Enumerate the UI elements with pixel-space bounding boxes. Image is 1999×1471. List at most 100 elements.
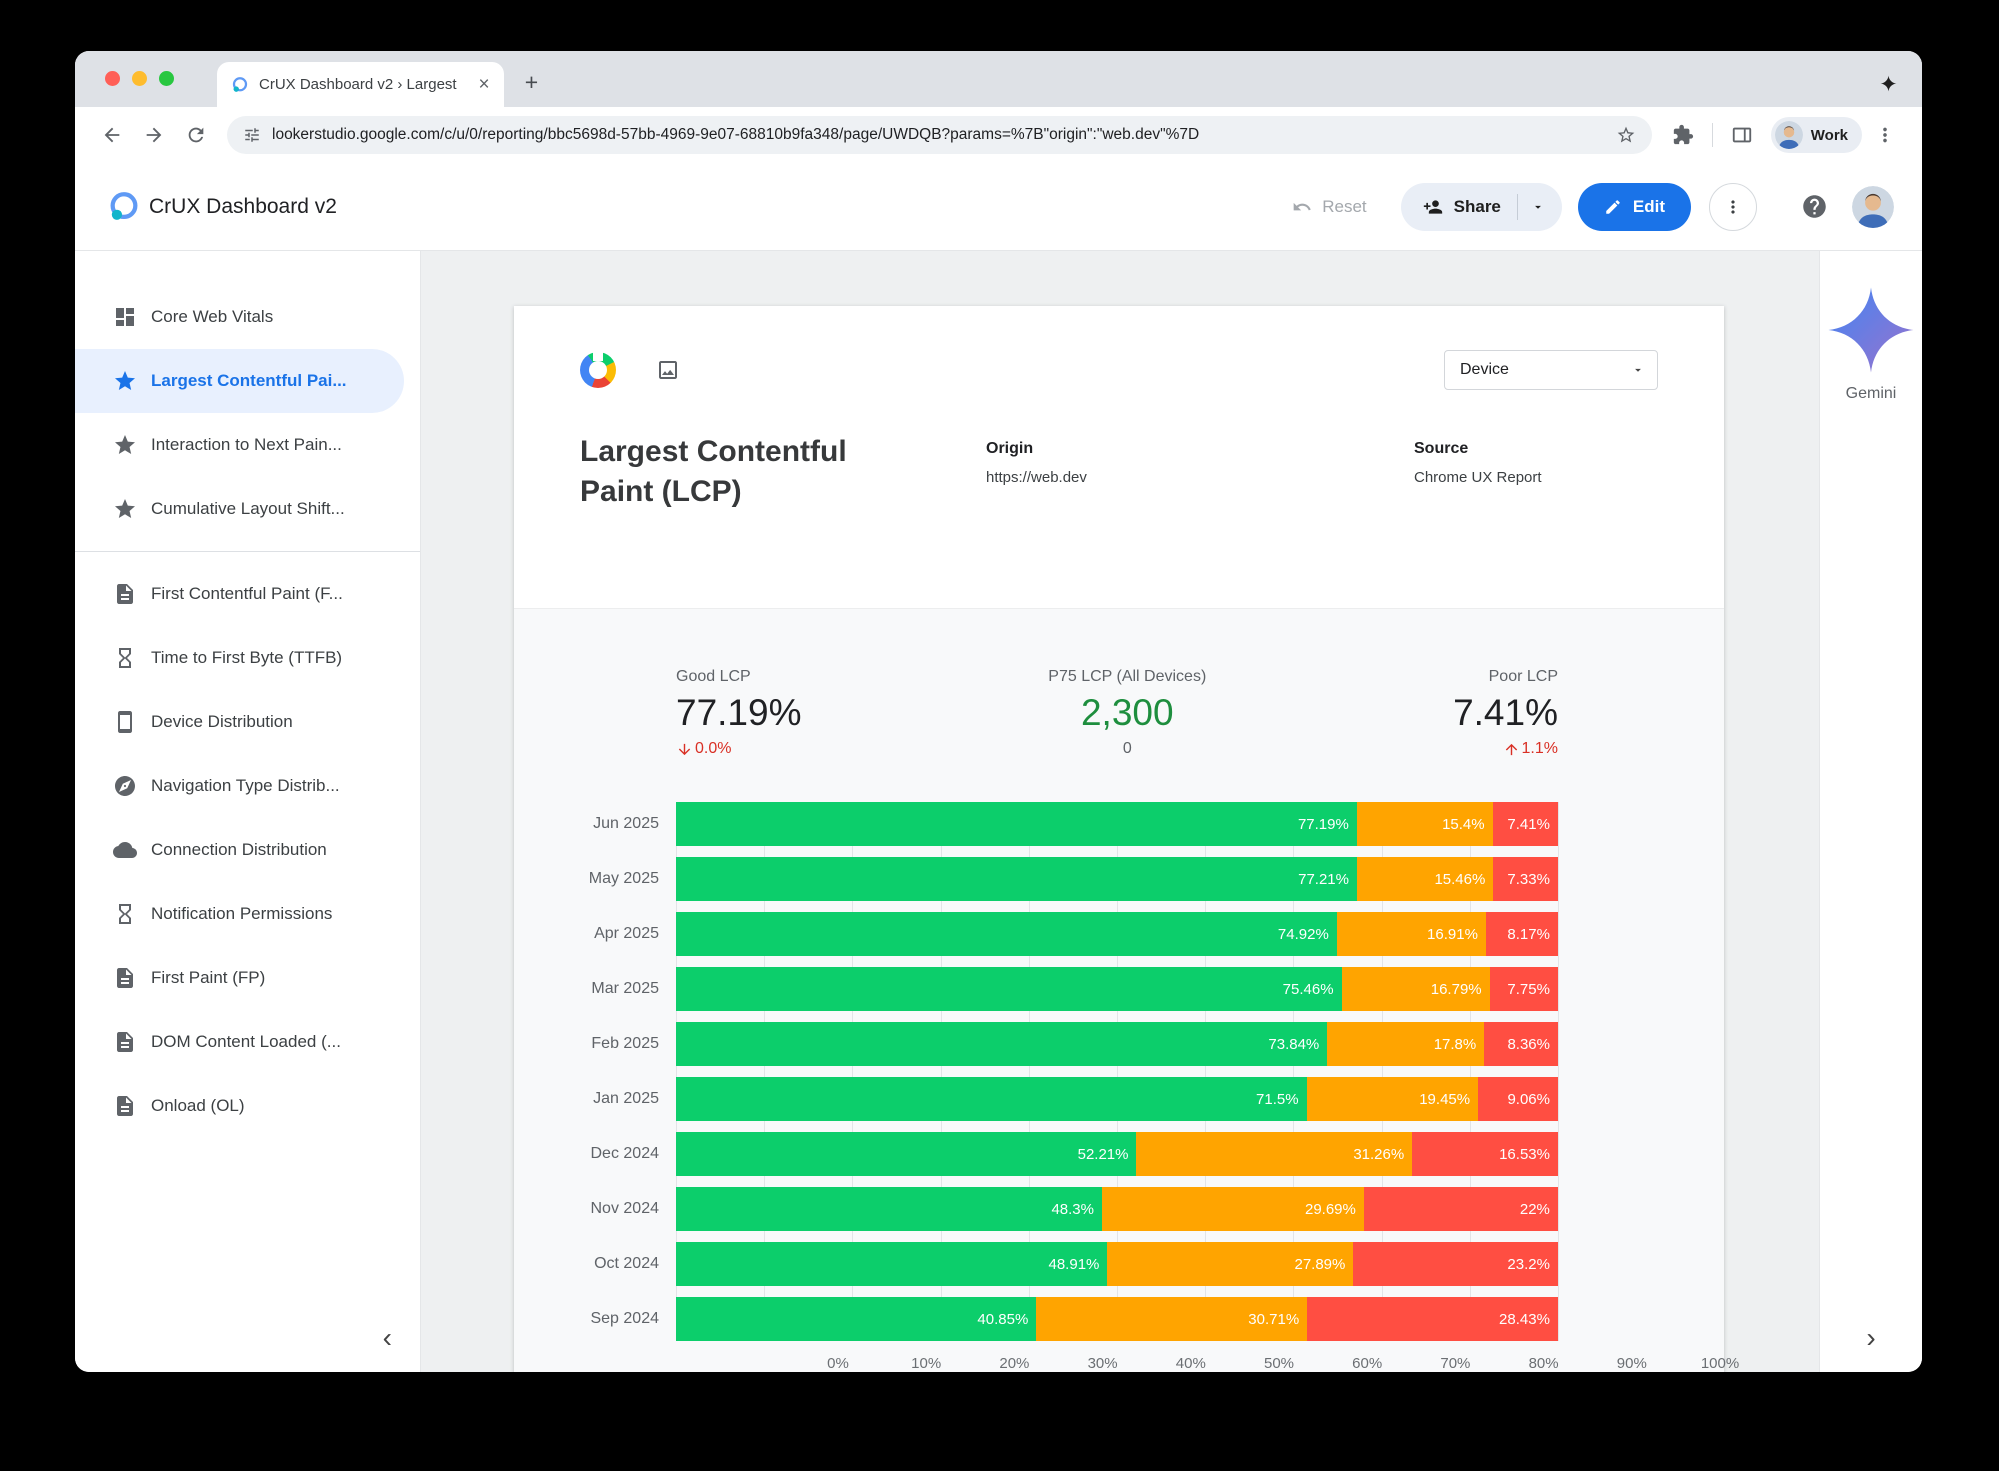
- bar-segment-good[interactable]: 75.46%: [676, 967, 1342, 1011]
- sidebar-item-label: Onload (OL): [151, 1096, 245, 1115]
- bar-segment-good[interactable]: 77.21%: [676, 857, 1357, 901]
- sidebar-item-dom-content-loaded[interactable]: DOM Content Loaded (...: [75, 1010, 404, 1074]
- chart-category-label: Oct 2024: [594, 1255, 659, 1272]
- address-bar[interactable]: lookerstudio.google.com/c/u/0/reporting/…: [227, 116, 1652, 154]
- sidebar-item-largest-contentful-paint[interactable]: Largest Contentful Pai...: [75, 349, 404, 413]
- sidebar-item-label: Largest Contentful Pai...: [151, 371, 347, 390]
- bar-segment-poor[interactable]: 9.06%: [1478, 1077, 1558, 1121]
- bar-segment-poor[interactable]: 7.41%: [1492, 802, 1558, 846]
- gridline: [1205, 802, 1207, 1341]
- sidebar-collapse-chevron-icon[interactable]: ‹: [382, 1322, 392, 1353]
- sidebar-item-notification-permissions[interactable]: Notification Permissions: [75, 882, 404, 946]
- bar-segment-good[interactable]: 48.91%: [676, 1242, 1108, 1286]
- sidebar-item-core-web-vitals[interactable]: Core Web Vitals: [75, 285, 404, 349]
- bar-segment-needs-improvement[interactable]: 15.46%: [1356, 857, 1494, 901]
- bar-segment-needs-improvement[interactable]: 17.8%: [1327, 1022, 1485, 1066]
- sidebar-nav: Core Web Vitals Largest Contentful Pai...…: [75, 285, 420, 1138]
- reset-button[interactable]: Reset: [1292, 196, 1367, 217]
- bar-value-label: 77.19%: [1297, 815, 1349, 833]
- bar-value-label: 30.71%: [1248, 1310, 1300, 1328]
- profile-chip[interactable]: Work: [1770, 117, 1862, 153]
- report-sidebar: Core Web Vitals Largest Contentful Pai...…: [75, 251, 421, 1372]
- bar-segment-needs-improvement[interactable]: 19.45%: [1306, 1077, 1479, 1121]
- help-icon[interactable]: [1801, 193, 1828, 220]
- bar-segment-poor[interactable]: 22%: [1363, 1187, 1558, 1231]
- sidebar-item-label: Device Distribution: [151, 712, 293, 731]
- bar-value-label: 16.79%: [1430, 980, 1482, 998]
- sidebar-item-connection-distribution[interactable]: Connection Distribution: [75, 818, 404, 882]
- sidebar-item-device-distribution[interactable]: Device Distribution: [75, 690, 404, 754]
- hourglass-icon: [113, 646, 137, 670]
- forward-button[interactable]: [135, 116, 173, 154]
- sidebar-item-interaction-to-next-paint[interactable]: Interaction to Next Pain...: [75, 413, 404, 477]
- browser-tab[interactable]: CrUX Dashboard v2 › Largest ×: [217, 62, 504, 107]
- bar-segment-good[interactable]: 52.21%: [676, 1132, 1137, 1176]
- bar-segment-needs-improvement[interactable]: 16.79%: [1341, 967, 1490, 1011]
- user-avatar[interactable]: [1852, 185, 1894, 228]
- bookmark-star-icon[interactable]: [1616, 125, 1636, 145]
- bar-segment-poor[interactable]: 28.43%: [1307, 1297, 1558, 1341]
- window-close-button[interactable]: [105, 71, 120, 86]
- bar-segment-good[interactable]: 73.84%: [676, 1022, 1328, 1066]
- tab-close-icon[interactable]: ×: [478, 73, 490, 95]
- bar-segment-poor[interactable]: 8.17%: [1485, 912, 1558, 956]
- bar-segment-poor[interactable]: 16.53%: [1412, 1132, 1558, 1176]
- edit-button[interactable]: Edit: [1577, 182, 1691, 231]
- bar-segment-needs-improvement[interactable]: 27.89%: [1107, 1242, 1354, 1286]
- site-settings-icon[interactable]: [243, 126, 261, 144]
- gemini-button[interactable]: Gemini: [1820, 279, 1922, 403]
- app-header: CrUX Dashboard v2 Reset Share Edit: [75, 163, 1922, 251]
- window-minimize-button[interactable]: [132, 71, 147, 86]
- p75-lcp-sub-value: 0: [1122, 740, 1132, 757]
- sidebar-item-first-paint[interactable]: First Paint (FP): [75, 946, 404, 1010]
- reset-label: Reset: [1322, 196, 1367, 216]
- bar-segment-good[interactable]: 74.92%: [676, 912, 1337, 956]
- bar-segment-poor[interactable]: 8.36%: [1484, 1022, 1558, 1066]
- bar-segment-poor[interactable]: 7.33%: [1493, 857, 1558, 901]
- bar-segment-good[interactable]: 71.5%: [676, 1077, 1307, 1121]
- content-area: Core Web Vitals Largest Contentful Pai...…: [75, 251, 1922, 1372]
- bar-segment-good[interactable]: 40.85%: [676, 1297, 1037, 1341]
- sidebar-item-cumulative-layout-shift[interactable]: Cumulative Layout Shift...: [75, 477, 404, 541]
- gridline: [1558, 802, 1559, 1341]
- sidebar-item-navigation-type-distribution[interactable]: Navigation Type Distrib...: [75, 754, 404, 818]
- bar-segment-poor[interactable]: 23.2%: [1353, 1242, 1558, 1286]
- share-dropdown-button[interactable]: [1518, 183, 1558, 231]
- source-block: Source Chrome UX Report: [1414, 432, 1542, 512]
- bar-segment-needs-improvement[interactable]: 30.71%: [1036, 1297, 1308, 1341]
- bar-value-label: 74.92%: [1277, 925, 1329, 943]
- bar-segment-needs-improvement[interactable]: 31.26%: [1136, 1132, 1413, 1176]
- bar-value-label: 22%: [1519, 1200, 1550, 1218]
- chart-category-label: Feb 2025: [591, 1035, 659, 1052]
- browser-menu-button[interactable]: [1866, 116, 1904, 154]
- bar-segment-needs-improvement[interactable]: 16.91%: [1336, 912, 1486, 956]
- dashboard-icon: [113, 305, 137, 329]
- sidebar-item-onload[interactable]: Onload (OL): [75, 1074, 404, 1138]
- share-button[interactable]: Share: [1400, 182, 1562, 231]
- header-more-button[interactable]: [1709, 182, 1757, 231]
- window-maximize-button[interactable]: [159, 71, 174, 86]
- device-filter-dropdown[interactable]: Device: [1444, 350, 1658, 390]
- sparkle-icon[interactable]: [1879, 74, 1898, 93]
- bar-segment-needs-improvement[interactable]: 15.4%: [1356, 802, 1493, 846]
- bar-segment-good[interactable]: 77.19%: [676, 802, 1357, 846]
- looker-studio-logo[interactable]: [107, 190, 141, 224]
- star-icon: [113, 369, 137, 393]
- rail-expand-chevron-icon[interactable]: ›: [1866, 1322, 1876, 1353]
- document-icon: [113, 966, 137, 990]
- sidebar-item-first-contentful-paint[interactable]: First Contentful Paint (F...: [75, 562, 404, 626]
- new-tab-button[interactable]: +: [524, 69, 539, 95]
- side-panel-button[interactable]: [1723, 116, 1761, 154]
- origin-value: https://web.dev: [986, 469, 1087, 486]
- good-lcp-delta-value: 0.0%: [695, 740, 732, 757]
- sidebar-item-time-to-first-byte[interactable]: Time to First Byte (TTFB): [75, 626, 404, 690]
- extensions-button[interactable]: [1664, 116, 1702, 154]
- source-label: Source: [1414, 440, 1469, 457]
- x-axis-tick-label: 20%: [999, 1355, 1030, 1372]
- bar-segment-needs-improvement[interactable]: 29.69%: [1102, 1187, 1364, 1231]
- arrow-up-icon: [1503, 741, 1520, 758]
- bar-segment-good[interactable]: 48.3%: [676, 1187, 1102, 1231]
- reload-button[interactable]: [177, 116, 215, 154]
- back-button[interactable]: [93, 116, 131, 154]
- bar-segment-poor[interactable]: 7.75%: [1489, 967, 1558, 1011]
